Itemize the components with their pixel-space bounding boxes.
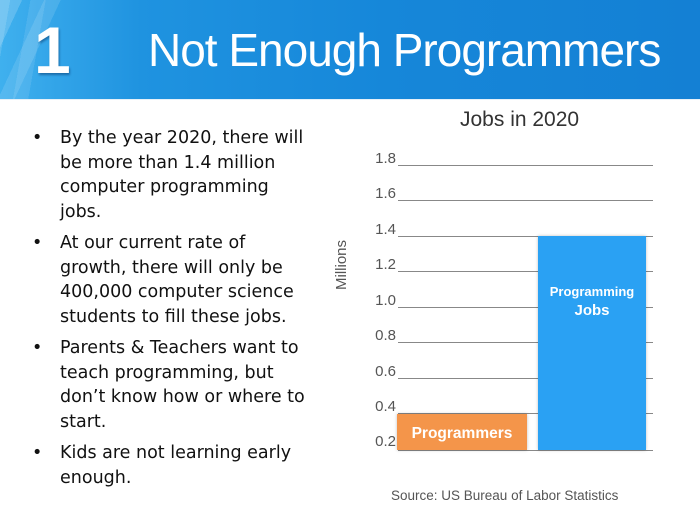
y-tick: 1.2 [375, 256, 396, 273]
gridline [398, 378, 653, 379]
slide-number: 1 [34, 13, 71, 87]
gridline [398, 200, 653, 201]
bar-label-line1: Programming [549, 284, 635, 299]
gridline [398, 236, 653, 237]
bullet-item: • Parents & Teachers want to teach progra… [32, 338, 305, 432]
y-axis-label: Millions [333, 239, 350, 290]
gridline [398, 413, 653, 414]
baseline [398, 450, 653, 451]
chart-title: Jobs in 2020 [460, 108, 580, 131]
slide-title: Not Enough Programmers [148, 24, 661, 76]
chart-source: Source: US Bureau of Labor Statistics [391, 488, 619, 503]
bullet-list: • By the year 2020, there will be more th… [30, 126, 310, 497]
header-rays-decoration [0, 0, 700, 99]
y-tick: 1.0 [375, 292, 396, 309]
y-tick: 1.8 [375, 150, 396, 167]
bullet-item: • Kids are not learning early enough. [32, 443, 292, 488]
y-tick: 1.6 [375, 185, 396, 202]
gridline [398, 271, 653, 272]
bullet-icon: • [32, 338, 43, 358]
bar-label: Programmers [411, 425, 513, 442]
bullet-icon: • [32, 443, 43, 463]
bar-programmers: Programmers [397, 414, 527, 450]
y-tick: 0.8 [375, 327, 396, 344]
bullet-item: • At our current rate of growth, there wi… [32, 233, 294, 327]
y-tick: 0.4 [375, 398, 396, 415]
slide-header: 1 Not Enough Programmers [0, 0, 700, 100]
bar-programming-jobs: Programming Jobs [538, 236, 646, 450]
gridline [398, 165, 653, 166]
bullet-item: • By the year 2020, there will be more th… [32, 128, 304, 222]
y-tick: 0.2 [375, 433, 396, 450]
gridline [398, 342, 653, 343]
bar-label-line2: Jobs [574, 302, 610, 319]
y-tick: 0.6 [375, 363, 396, 380]
bullet-icon: • [32, 128, 43, 148]
y-tick: 1.4 [375, 221, 396, 238]
bullet-icon: • [32, 233, 43, 253]
gridline [398, 307, 653, 308]
